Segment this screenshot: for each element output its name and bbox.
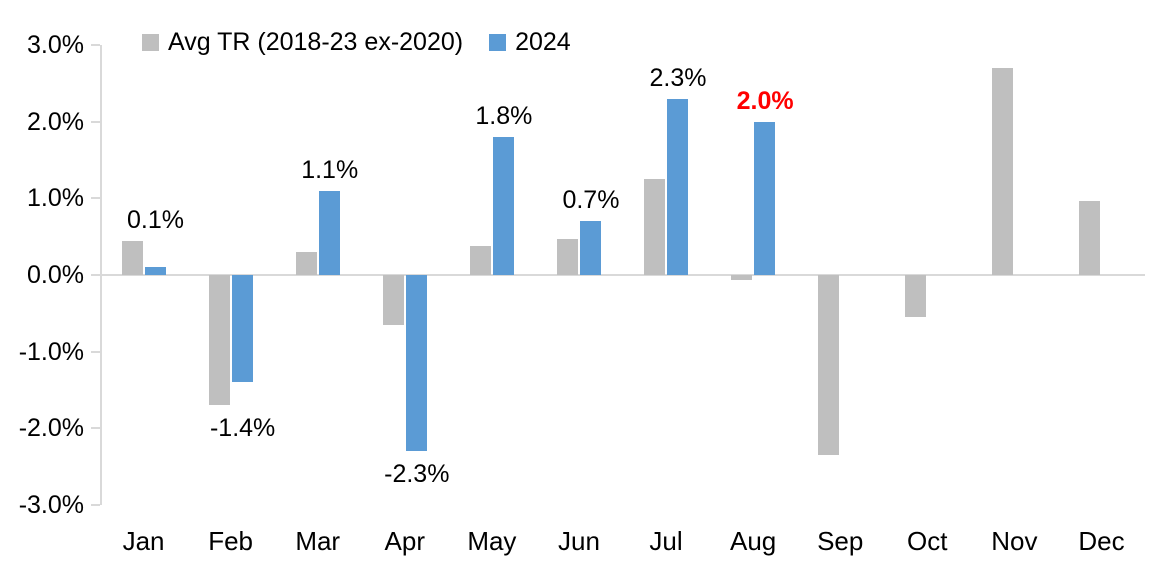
legend-label-2024: 2024 [515, 28, 571, 56]
legend-swatch-2024 [489, 34, 507, 51]
data-label-mar: 1.1% [301, 155, 359, 184]
data-label-aug: 2.0% [736, 86, 794, 115]
y-axis-tick [91, 504, 100, 506]
data-label-feb: -1.4% [209, 414, 276, 443]
y-axis-tick [91, 120, 100, 123]
x-axis-label-may: May [467, 526, 517, 556]
y-axis-tick-label: 1.0% [27, 184, 84, 213]
bar-avg-tr-sep [818, 275, 840, 456]
x-axis-label-apr: Apr [384, 526, 426, 556]
y-axis-tick-label: -1.0% [18, 337, 84, 366]
legend-swatch-avg-tr [142, 34, 159, 51]
x-axis-label-jun: Jun [557, 526, 600, 556]
y-axis-tick [91, 350, 100, 353]
legend-item-2024: 2024 [489, 28, 571, 57]
bar-series2024-jul [667, 98, 689, 275]
x-axis-label-mar: Mar [295, 526, 341, 556]
x-axis-label-aug: Aug [729, 526, 777, 556]
zero-baseline [100, 274, 1145, 276]
bar-avg-tr-jul [644, 179, 666, 275]
bar-series2024-jan [144, 267, 166, 275]
y-axis-tick [91, 44, 100, 46]
bar-avg-tr-oct [905, 275, 927, 318]
y-axis-tick [91, 427, 100, 430]
bar-series2024-jun [579, 221, 601, 275]
bar-avg-tr-jan [121, 240, 143, 275]
data-label-apr: -2.3% [384, 460, 450, 489]
x-axis-label-nov: Nov [991, 526, 1038, 556]
bar-series2024-feb [231, 275, 253, 383]
bar-avg-tr-mar [295, 252, 317, 275]
bar-avg-tr-may [469, 245, 491, 275]
bar-avg-tr-nov [992, 68, 1014, 275]
bar-series2024-mar [318, 190, 340, 275]
data-label-jan: 0.1% [127, 205, 185, 234]
legend-label-avg-tr: Avg TR (2018-23 ex-2020) [168, 28, 464, 56]
x-axis-label-feb: Feb [208, 526, 254, 556]
y-axis-tick-label: -2.0% [18, 414, 84, 443]
legend: Avg TR (2018-23 ex-2020) 2024 [142, 28, 571, 57]
y-axis-tick-label: 2.0% [27, 107, 84, 136]
bar-series2024-aug [754, 121, 776, 275]
bar-avg-tr-feb [208, 275, 230, 406]
x-axis-label-jan: Jan [122, 526, 165, 556]
y-axis-tick [91, 274, 100, 276]
bar-avg-tr-dec [1079, 200, 1101, 275]
data-label-jun: 0.7% [562, 186, 620, 215]
y-axis-tick [91, 197, 100, 200]
bar-series2024-apr [405, 275, 427, 452]
bar-avg-tr-jun [556, 238, 578, 275]
bar-avg-tr-apr [382, 275, 404, 325]
data-label-jul: 2.3% [649, 63, 707, 92]
x-axis-label-sep: Sep [817, 526, 864, 556]
bar-avg-tr-aug [731, 275, 753, 281]
y-axis-tick-label: 3.0% [27, 31, 84, 59]
x-axis-label-oct: Oct [907, 526, 948, 556]
x-axis-label-dec: Dec [1078, 526, 1125, 556]
x-axis-label-jul: Jul [649, 526, 683, 556]
data-label-may: 1.8% [475, 102, 533, 130]
y-axis-tick-label: -3.0% [18, 491, 84, 519]
legend-item-avg-tr: Avg TR (2018-23 ex-2020) [142, 28, 463, 57]
y-axis-tick-label: 0.0% [27, 261, 84, 289]
bar-series2024-may [492, 137, 514, 275]
